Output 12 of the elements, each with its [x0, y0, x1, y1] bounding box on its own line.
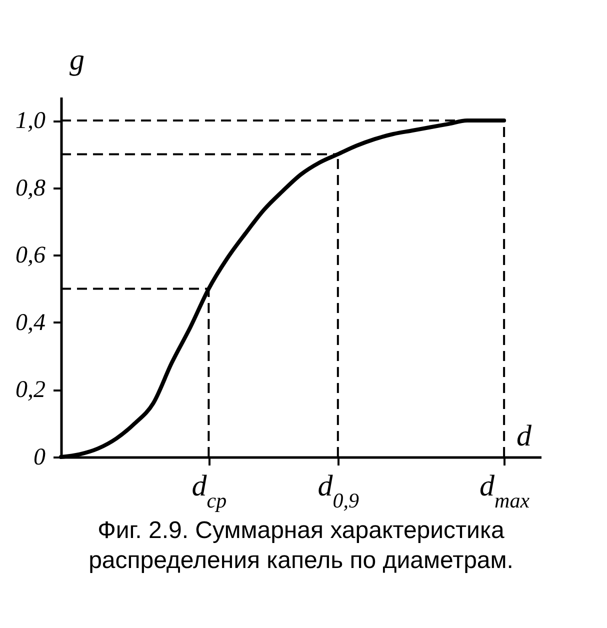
- y-tick-label: 0,8: [16, 175, 46, 202]
- text: Фиг. 2.9. Суммарная характеристика распределения капель по диаметрам.: [88, 517, 514, 574]
- y-tick-label: 0: [34, 444, 46, 470]
- y-tick-label: 1,0: [16, 108, 46, 134]
- x-tick-label: d$_{max}$: [480, 470, 530, 512]
- y-tick-label: 0,4: [16, 310, 46, 336]
- x-axis-title: d: [516, 420, 532, 452]
- y-axis-title: g: [70, 44, 84, 76]
- x-tick-label: d$_{0,9}$: [318, 470, 360, 512]
- y-tick-label: 0,6: [16, 242, 46, 269]
- y-tick-label: 0,2: [16, 377, 46, 404]
- x-tick-label: d$_{ср}$: [192, 470, 227, 512]
